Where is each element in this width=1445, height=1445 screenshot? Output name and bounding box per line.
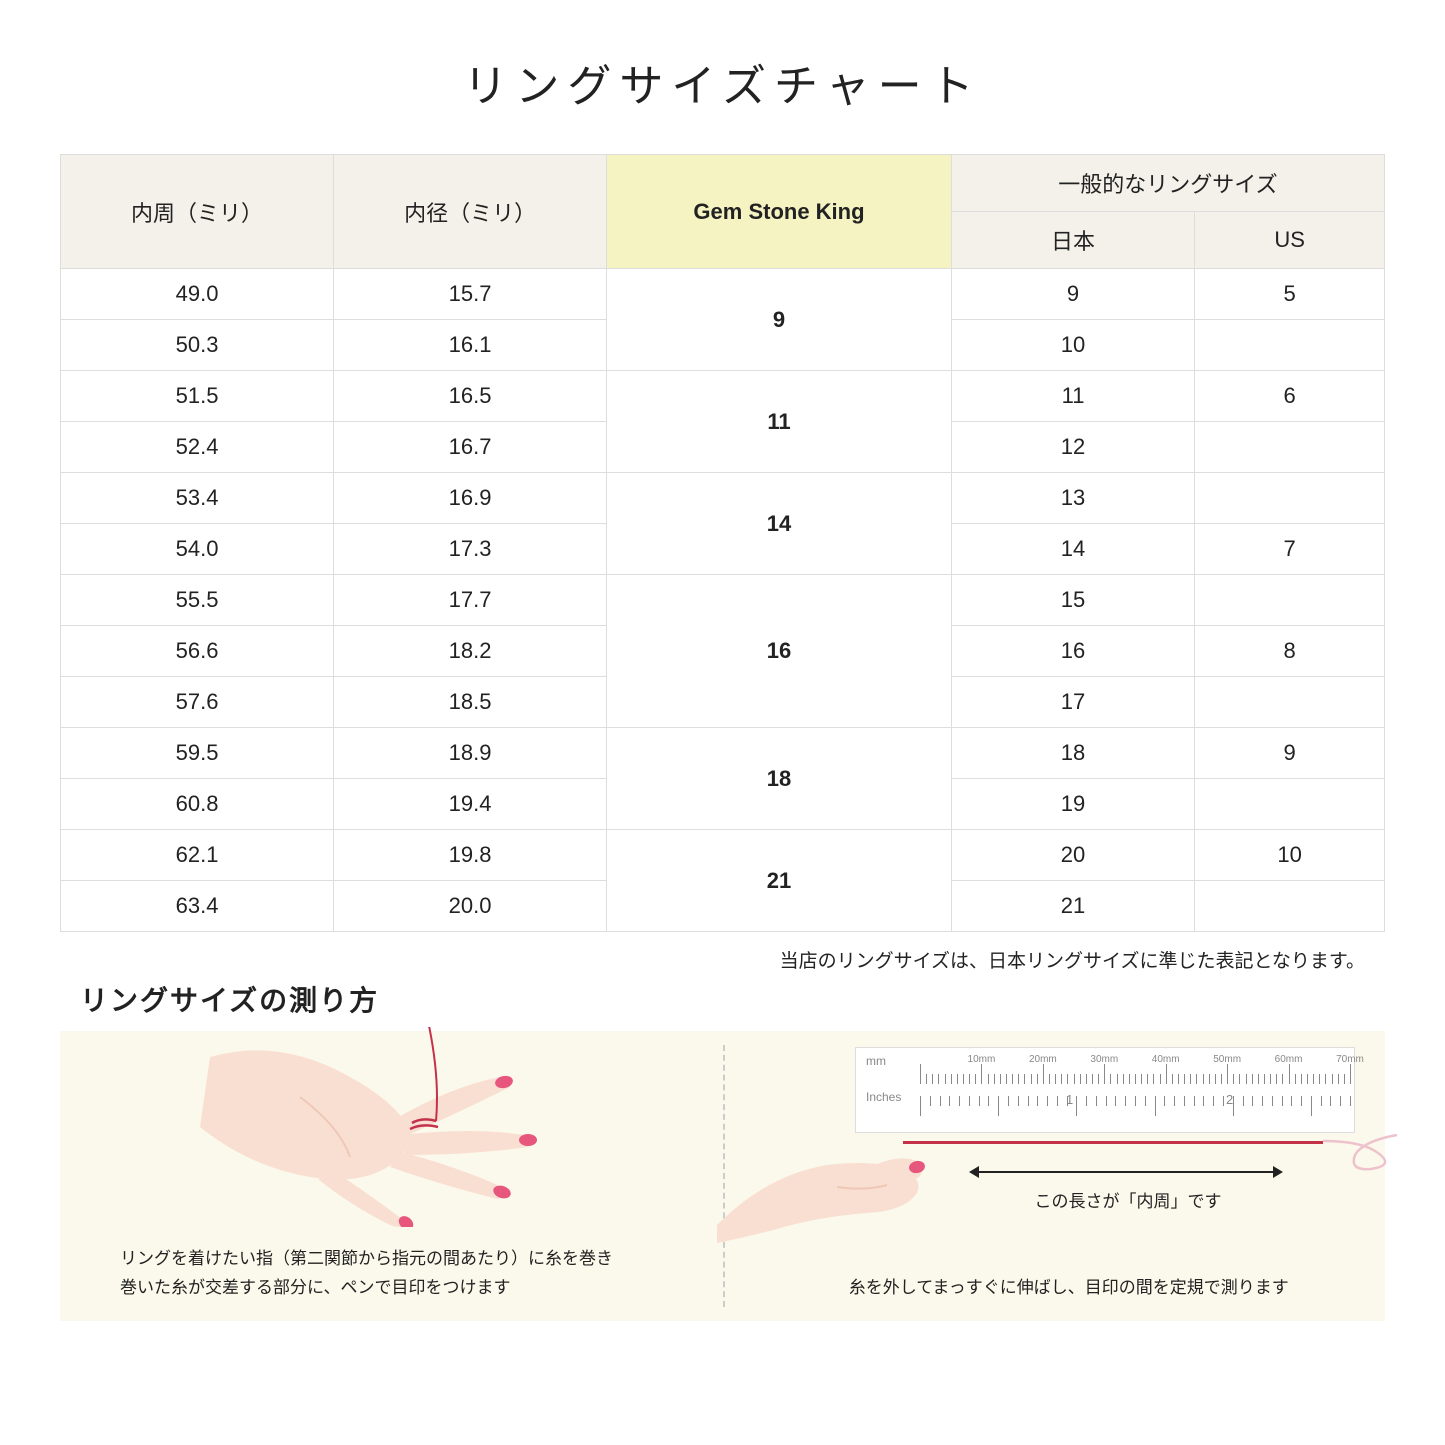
thread-curl-icon [1319, 1117, 1399, 1177]
cell-us [1195, 779, 1385, 830]
cell-gsk: 11 [607, 371, 952, 473]
cell-us: 7 [1195, 524, 1385, 575]
cell-jp: 10 [951, 320, 1194, 371]
cell-jp: 19 [951, 779, 1194, 830]
table-row: 55.517.71615 [61, 575, 1385, 626]
cell-circ: 50.3 [61, 320, 334, 371]
thread-line [903, 1141, 1323, 1144]
cell-jp: 20 [951, 830, 1194, 881]
howto-panel: リングを着けたい指（第二関節から指元の間あたり）に糸を巻き巻いた糸が交差する部分… [60, 1031, 1385, 1321]
table-row: 51.516.511116 [61, 371, 1385, 422]
inch-1: 1 [1066, 1092, 1073, 1107]
cell-diam: 15.7 [334, 269, 607, 320]
cell-circ: 51.5 [61, 371, 334, 422]
howto-left-caption: リングを着けたい指（第二関節から指元の間あたり）に糸を巻き巻いた糸が交差する部分… [120, 1245, 693, 1303]
cell-jp: 12 [951, 422, 1194, 473]
col-inner-diam: 内径（ミリ） [334, 155, 607, 269]
howto-left: リングを着けたい指（第二関節から指元の間あたり）に糸を巻き巻いた糸が交差する部分… [60, 1031, 723, 1321]
cell-jp: 17 [951, 677, 1194, 728]
cell-jp: 16 [951, 626, 1194, 677]
cell-circ: 53.4 [61, 473, 334, 524]
table-row: 59.518.918189 [61, 728, 1385, 779]
span-arrow [971, 1171, 1281, 1173]
table-row: 53.416.91413 [61, 473, 1385, 524]
cell-us [1195, 320, 1385, 371]
cell-us: 10 [1195, 830, 1385, 881]
cell-jp: 14 [951, 524, 1194, 575]
cell-us [1195, 422, 1385, 473]
table-note: 当店のリングサイズは、日本リングサイズに準じた表記となります。 [60, 946, 1385, 973]
cell-jp: 9 [951, 269, 1194, 320]
cell-diam: 16.5 [334, 371, 607, 422]
cell-circ: 60.8 [61, 779, 334, 830]
cell-us: 6 [1195, 371, 1385, 422]
cell-circ: 59.5 [61, 728, 334, 779]
cell-gsk: 18 [607, 728, 952, 830]
cell-gsk: 16 [607, 575, 952, 728]
cell-circ: 55.5 [61, 575, 334, 626]
cell-diam: 18.5 [334, 677, 607, 728]
cell-circ: 56.6 [61, 626, 334, 677]
howto-title: リングサイズの測り方 [80, 979, 1385, 1019]
cell-jp: 21 [951, 881, 1194, 932]
col-gsk: Gem Stone King [607, 155, 952, 269]
cell-diam: 19.8 [334, 830, 607, 881]
cell-us [1195, 677, 1385, 728]
cell-diam: 17.3 [334, 524, 607, 575]
cell-gsk: 14 [607, 473, 952, 575]
cell-diam: 18.9 [334, 728, 607, 779]
table-row: 62.119.8212010 [61, 830, 1385, 881]
cell-gsk: 9 [607, 269, 952, 371]
size-chart-table: 内周（ミリ） 内径（ミリ） Gem Stone King 一般的なリングサイズ … [60, 154, 1385, 932]
col-inner-circ: 内周（ミリ） [61, 155, 334, 269]
cell-circ: 49.0 [61, 269, 334, 320]
cell-us: 9 [1195, 728, 1385, 779]
cell-diam: 17.7 [334, 575, 607, 626]
cell-jp: 11 [951, 371, 1194, 422]
cell-diam: 16.9 [334, 473, 607, 524]
cell-circ: 62.1 [61, 830, 334, 881]
howto-right: mm Inches 10mm20mm30mm40mm50mm60mm70mm 1… [723, 1031, 1386, 1321]
cell-gsk: 21 [607, 830, 952, 932]
page-title: リングサイズチャート [60, 50, 1385, 114]
cell-us: 8 [1195, 626, 1385, 677]
hand-wrap-icon [190, 1027, 550, 1227]
col-japan: 日本 [951, 212, 1194, 269]
cell-us [1195, 473, 1385, 524]
cell-diam: 18.2 [334, 626, 607, 677]
table-row: 49.015.7995 [61, 269, 1385, 320]
ruler-mm-unit: mm [866, 1054, 886, 1068]
cell-diam: 16.1 [334, 320, 607, 371]
cell-us [1195, 575, 1385, 626]
cell-us: 5 [1195, 269, 1385, 320]
cell-circ: 54.0 [61, 524, 334, 575]
cell-jp: 13 [951, 473, 1194, 524]
cell-us [1195, 881, 1385, 932]
cell-circ: 63.4 [61, 881, 334, 932]
cell-circ: 57.6 [61, 677, 334, 728]
cell-jp: 15 [951, 575, 1194, 626]
howto-right-caption: 糸を外してまっすぐに伸ばし、目印の間を定規で測ります [783, 1274, 1356, 1303]
span-arrow-label: この長さが「内周」です [1035, 1187, 1222, 1212]
cell-diam: 16.7 [334, 422, 607, 473]
cell-diam: 20.0 [334, 881, 607, 932]
inch-2: 2 [1226, 1092, 1233, 1107]
cell-diam: 19.4 [334, 779, 607, 830]
cell-jp: 18 [951, 728, 1194, 779]
col-common: 一般的なリングサイズ [951, 155, 1384, 212]
hand-hold-icon [717, 1095, 937, 1245]
col-us: US [1195, 212, 1385, 269]
cell-circ: 52.4 [61, 422, 334, 473]
